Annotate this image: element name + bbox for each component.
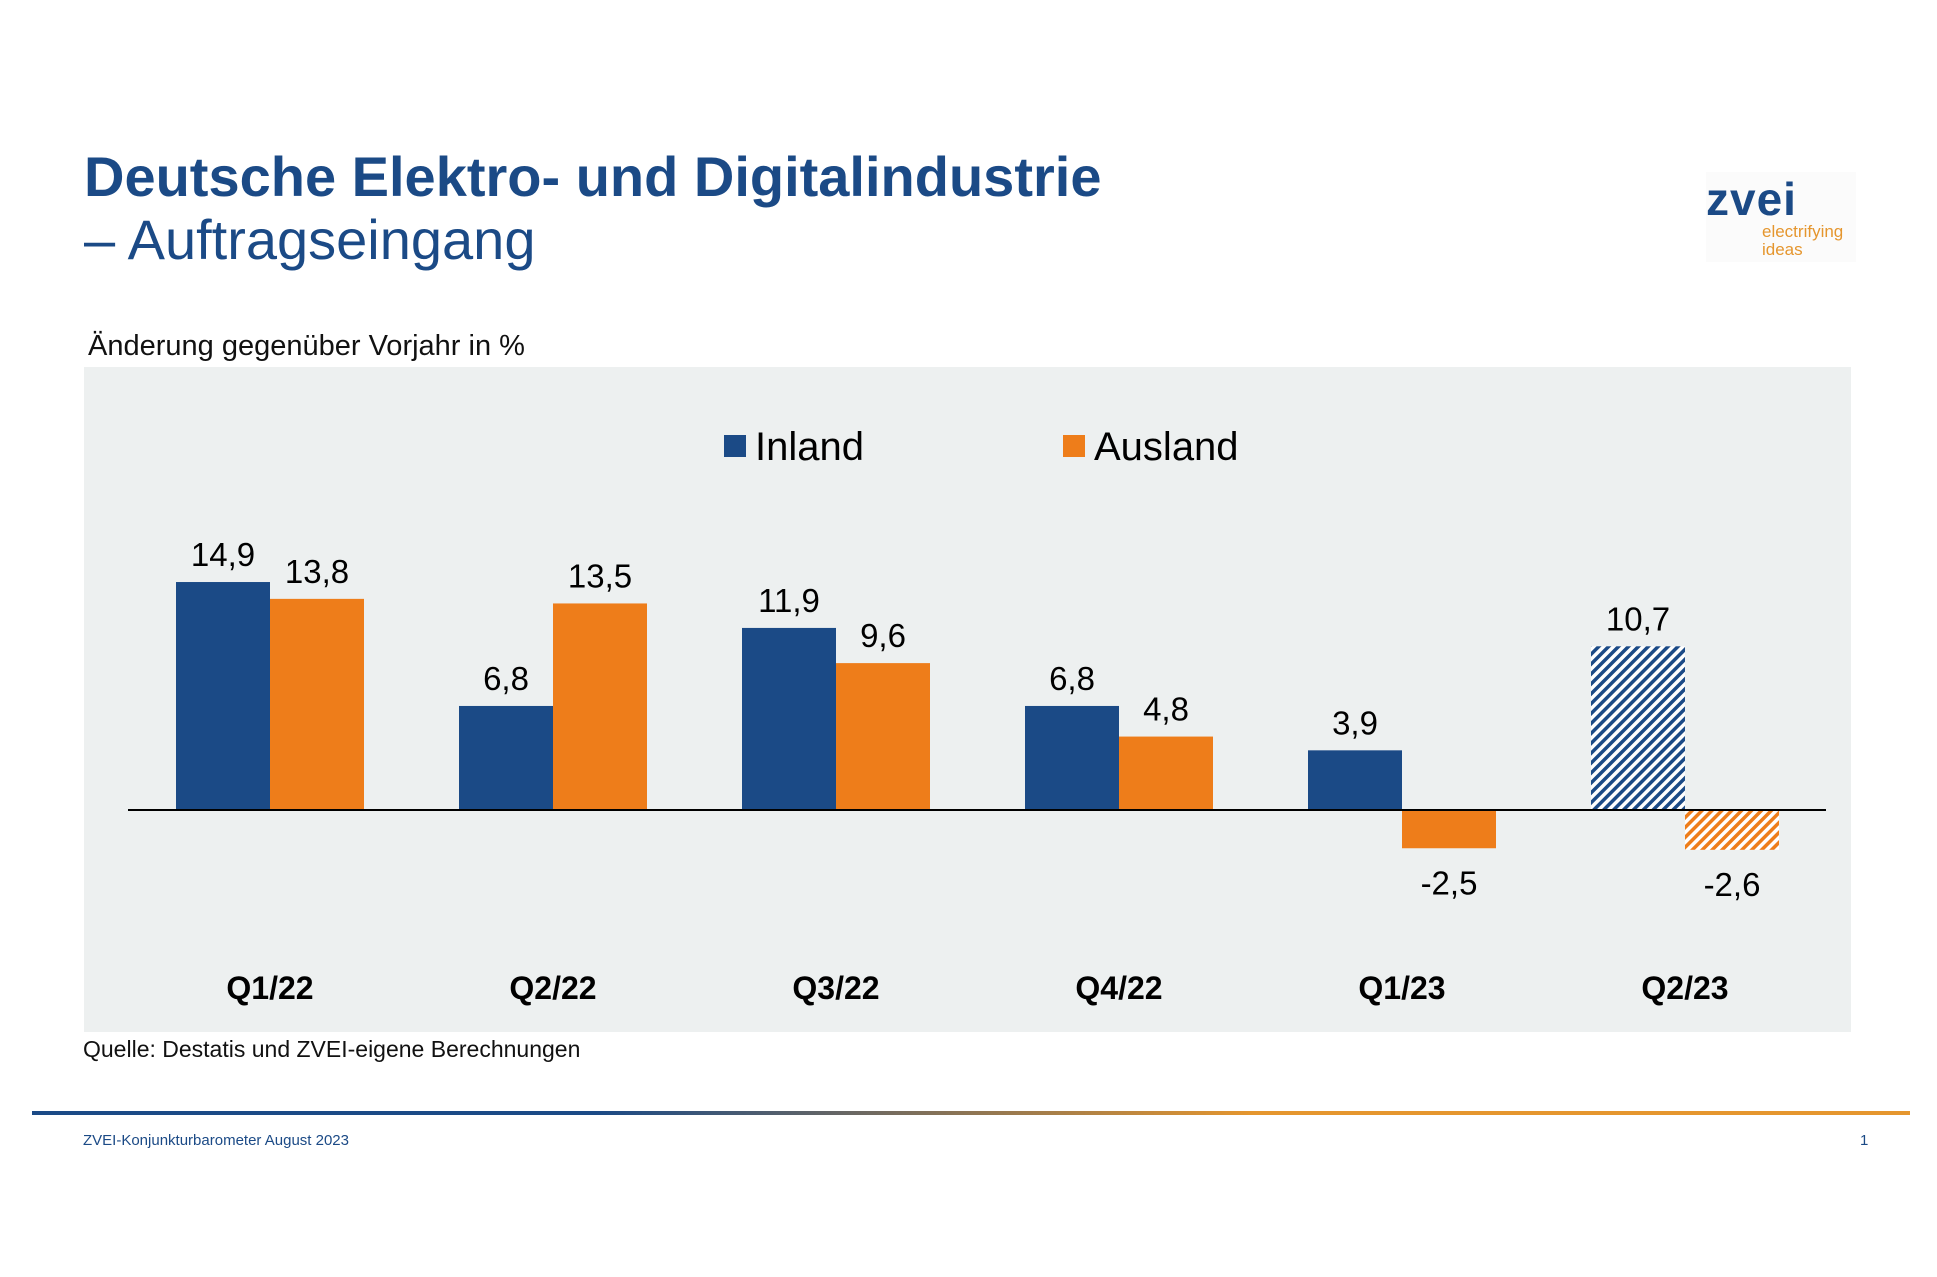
bars-group bbox=[176, 582, 1779, 850]
tick-label-q3-22: Q3/22 bbox=[792, 970, 879, 1006]
legend-label-ausland: Ausland bbox=[1094, 425, 1239, 469]
bar-inland-q2-22 bbox=[459, 705, 553, 810]
tick-label-q2-23: Q2/23 bbox=[1641, 970, 1728, 1006]
data-label-ausland-q2-23: -2,6 bbox=[1704, 866, 1761, 903]
bar-inland-q1-22 bbox=[176, 582, 270, 810]
bar-ausland-q1-22 bbox=[270, 598, 364, 810]
bar-inland-q3-22 bbox=[742, 627, 836, 810]
data-label-inland-q2-22: 6,8 bbox=[483, 660, 529, 697]
data-label-inland-q1-23: 3,9 bbox=[1332, 704, 1378, 741]
page-title: Deutsche Elektro- und Digitalindustrie –… bbox=[84, 145, 1102, 271]
data-label-ausland-q2-22: 13,5 bbox=[568, 557, 632, 594]
bar-inland-q2-23 bbox=[1591, 646, 1685, 810]
legend-label-inland: Inland bbox=[755, 425, 864, 469]
bar-inland-q1-23 bbox=[1308, 750, 1402, 810]
category-ticks-group: Q1/22 Q2/22 Q3/22 Q4/22 Q1/23 Q2/23 bbox=[226, 970, 1728, 1006]
bar-ausland-q1-23 bbox=[1402, 810, 1496, 849]
chart-legend: Inland Ausland bbox=[724, 425, 1239, 469]
data-labels-group: 14,9 13,8 6,8 13,5 11,9 9,6 6,8 4,8 3,9 -2,5 10,7 -… bbox=[191, 536, 1761, 903]
logo-wordmark: zvei bbox=[1706, 173, 1797, 225]
page-number: 1 bbox=[1860, 1132, 1869, 1149]
bar-ausland-q2-22 bbox=[553, 603, 647, 810]
footer-divider bbox=[32, 1111, 1910, 1115]
logo-tagline-1: electrifying bbox=[1762, 222, 1844, 241]
title-line-1: Deutsche Elektro- und Digitalindustrie bbox=[84, 145, 1102, 208]
legend-swatch-inland bbox=[724, 435, 746, 457]
bar-ausland-q2-23 bbox=[1685, 810, 1779, 850]
legend-swatch-ausland bbox=[1063, 435, 1085, 457]
tick-label-q1-23: Q1/23 bbox=[1358, 970, 1445, 1006]
logo-tagline-2: ideas bbox=[1762, 240, 1803, 259]
chart-subtitle: Änderung gegenüber Vorjahr in % bbox=[88, 330, 525, 362]
title-line-2: – Auftragseingang bbox=[84, 207, 536, 271]
bar-ausland-q3-22 bbox=[836, 663, 930, 810]
data-label-inland-q4-22: 6,8 bbox=[1049, 660, 1095, 697]
chart-panel: Inland Ausland 14,9 13,8 6,8 13,5 11,9 9,6 6,8 4… bbox=[84, 367, 1851, 1032]
bar-ausland-q4-22 bbox=[1119, 736, 1213, 810]
data-label-inland-q3-22: 11,9 bbox=[758, 582, 820, 619]
bar-chart: Inland Ausland 14,9 13,8 6,8 13,5 11,9 9,6 6,8 4… bbox=[128, 425, 1826, 1006]
data-label-inland-q1-22: 14,9 bbox=[191, 536, 255, 573]
footer-text: ZVEI-Konjunkturbarometer August 2023 bbox=[83, 1132, 349, 1149]
tick-label-q4-22: Q4/22 bbox=[1075, 970, 1162, 1006]
data-label-ausland-q3-22: 9,6 bbox=[860, 617, 906, 654]
tick-label-q1-22: Q1/22 bbox=[226, 970, 313, 1006]
source-note: Quelle: Destatis und ZVEI-eigene Berechn… bbox=[83, 1036, 581, 1062]
data-label-ausland-q1-23: -2,5 bbox=[1421, 864, 1478, 901]
tick-label-q2-22: Q2/22 bbox=[509, 970, 596, 1006]
data-label-inland-q2-23: 10,7 bbox=[1606, 600, 1670, 637]
zvei-logo: zvei electrifying ideas bbox=[1706, 172, 1856, 262]
data-label-ausland-q4-22: 4,8 bbox=[1143, 691, 1189, 728]
data-label-ausland-q1-22: 13,8 bbox=[285, 553, 349, 590]
bar-inland-q4-22 bbox=[1025, 705, 1119, 810]
